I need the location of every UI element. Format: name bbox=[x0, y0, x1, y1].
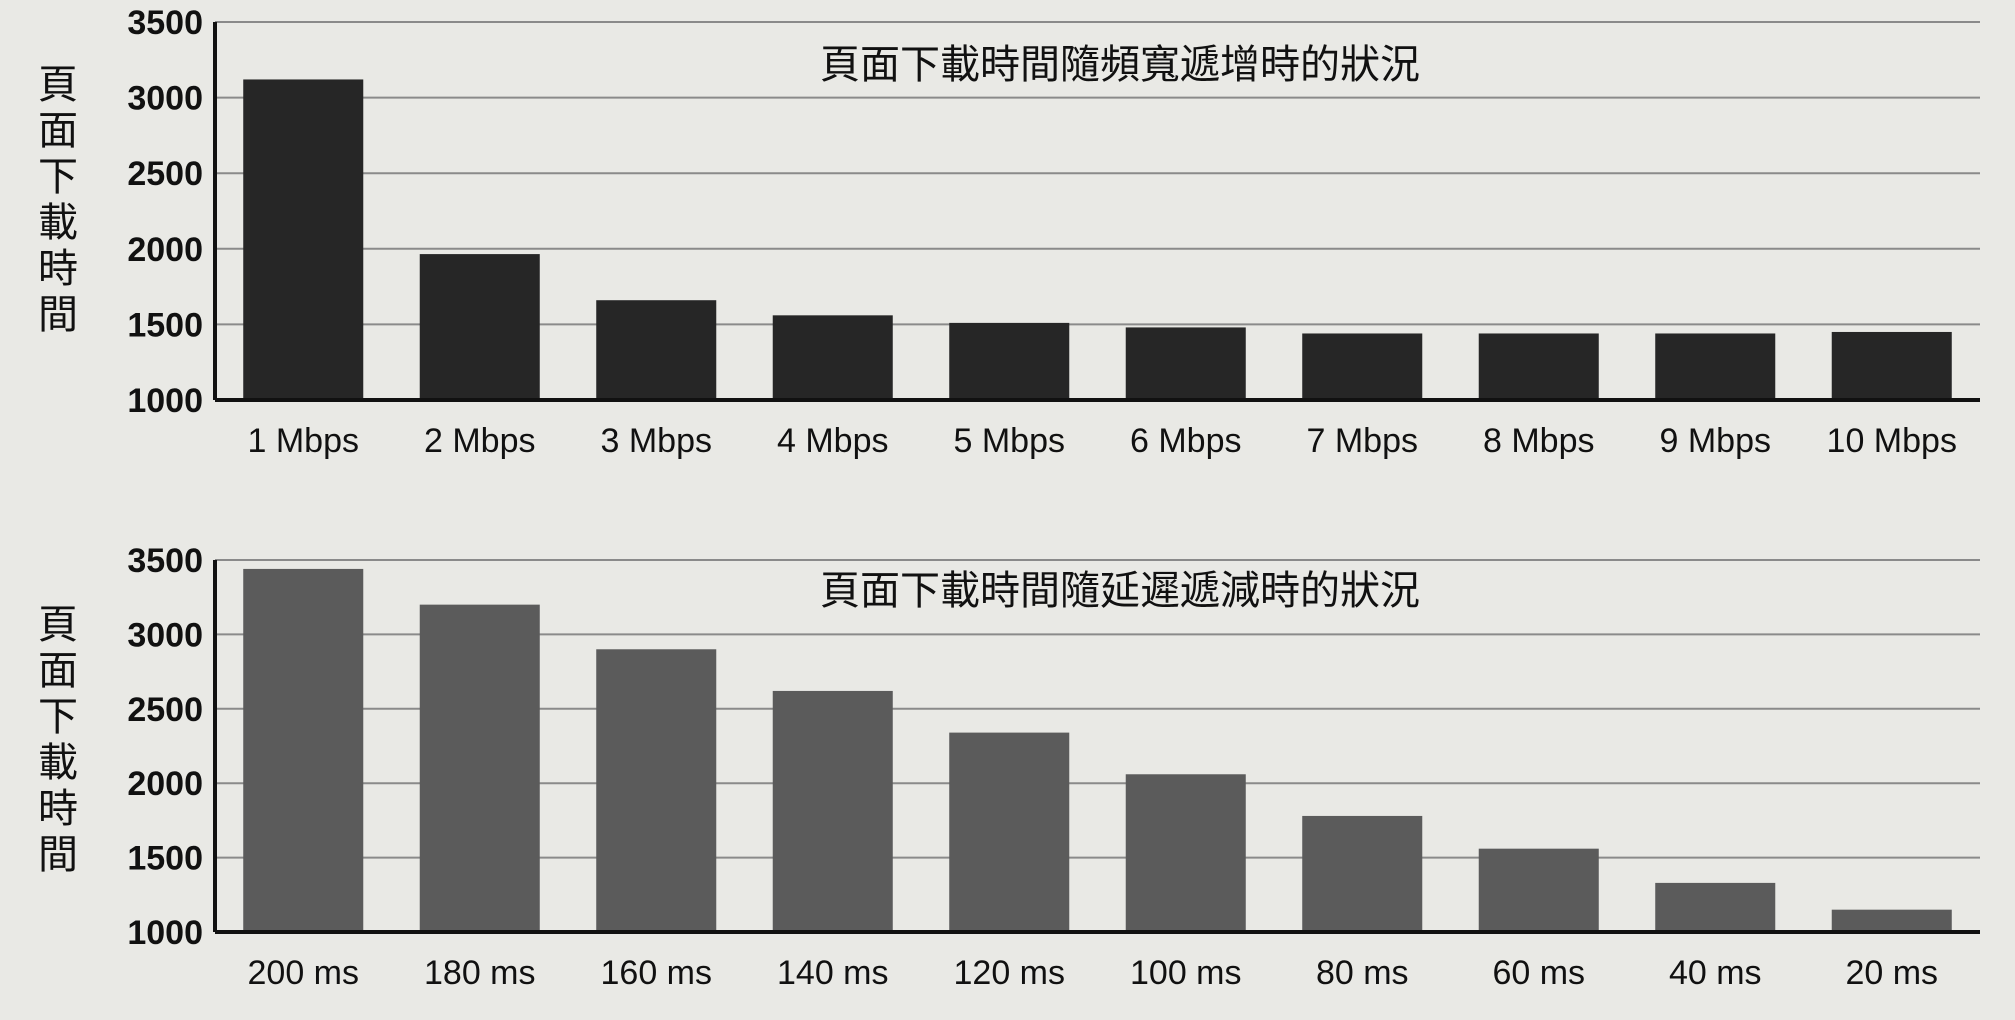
bar bbox=[772, 315, 893, 400]
y-tick-label: 2000 bbox=[127, 231, 203, 269]
x-category-label: 5 Mbps bbox=[954, 422, 1066, 460]
bandwidth-chart: 1000 1500 2000 2500 3000 3500 1 Mbps 2 Mbps 3 Mb… bbox=[38, 4, 1980, 460]
x-category-label: 200 ms bbox=[248, 954, 360, 992]
bar bbox=[419, 254, 540, 400]
latency-chart: 1000 1500 2000 2500 3000 3500 200 ms 180 ms 160 … bbox=[38, 542, 1980, 992]
y-axis-label: 頁面下載時間 bbox=[38, 602, 78, 878]
x-category-label: 1 Mbps bbox=[248, 422, 360, 460]
bar bbox=[1655, 333, 1776, 400]
y-tick-label: 1000 bbox=[127, 382, 203, 420]
bar bbox=[1655, 882, 1776, 932]
x-category-label: 3 Mbps bbox=[601, 422, 713, 460]
x-category-label: 10 Mbps bbox=[1827, 422, 1957, 460]
bar bbox=[243, 79, 364, 401]
y-tick-label: 2000 bbox=[127, 765, 203, 803]
bar bbox=[949, 322, 1070, 400]
x-category-label: 8 Mbps bbox=[1483, 422, 1595, 460]
chart-title: 頁面下載時間隨頻寬遞增時的狀況 bbox=[820, 42, 1420, 88]
chart-title: 頁面下載時間隨延遲遞減時的狀況 bbox=[820, 568, 1420, 614]
x-category-label: 80 ms bbox=[1316, 954, 1409, 992]
y-tick-label: 1500 bbox=[127, 840, 203, 878]
bar bbox=[1831, 331, 1952, 400]
x-category-label: 2 Mbps bbox=[424, 422, 536, 460]
bar bbox=[1302, 815, 1423, 932]
x-category-label: 60 ms bbox=[1492, 954, 1585, 992]
y-axis-label: 頁面下載時間 bbox=[38, 62, 78, 338]
bar bbox=[596, 300, 717, 400]
bar bbox=[772, 690, 893, 932]
bar bbox=[1831, 909, 1952, 932]
bar bbox=[243, 568, 364, 932]
x-category-label: 40 ms bbox=[1669, 954, 1762, 992]
bar bbox=[1478, 333, 1599, 400]
bar bbox=[949, 732, 1070, 932]
x-category-label: 100 ms bbox=[1130, 954, 1242, 992]
bar bbox=[1125, 327, 1246, 400]
bar bbox=[1125, 774, 1246, 932]
x-category-label: 160 ms bbox=[601, 954, 713, 992]
x-category-label: 4 Mbps bbox=[777, 422, 889, 460]
x-category-label: 120 ms bbox=[954, 954, 1066, 992]
x-category-label: 6 Mbps bbox=[1130, 422, 1242, 460]
bar bbox=[419, 604, 540, 932]
x-category-label: 7 Mbps bbox=[1307, 422, 1419, 460]
x-category-label: 9 Mbps bbox=[1660, 422, 1772, 460]
y-tick-label: 3500 bbox=[127, 542, 203, 580]
bar bbox=[1478, 848, 1599, 932]
bar bbox=[596, 649, 717, 932]
x-category-label: 180 ms bbox=[424, 954, 536, 992]
x-category-label: 140 ms bbox=[777, 954, 889, 992]
y-tick-label: 3500 bbox=[127, 4, 203, 42]
y-tick-label: 1000 bbox=[127, 914, 203, 952]
y-tick-label: 3000 bbox=[127, 616, 203, 654]
y-tick-label: 2500 bbox=[127, 155, 203, 193]
x-category-label: 20 ms bbox=[1845, 954, 1938, 992]
y-tick-label: 1500 bbox=[127, 306, 203, 344]
y-tick-label: 2500 bbox=[127, 691, 203, 729]
bar bbox=[1302, 333, 1423, 400]
y-tick-label: 3000 bbox=[127, 80, 203, 118]
